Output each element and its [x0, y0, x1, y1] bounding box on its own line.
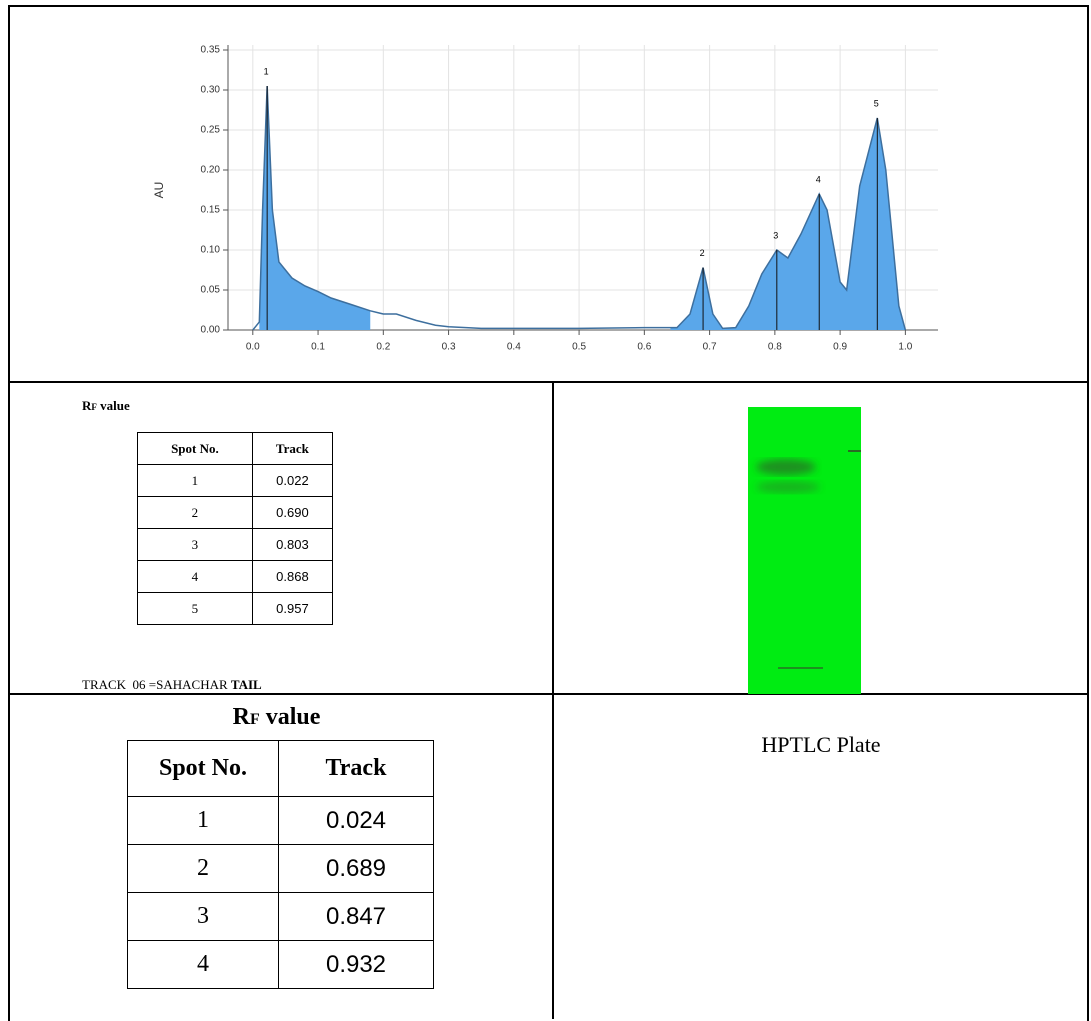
rf-table: Spot No. Track 1 0.024 2 0.689 3 0.847 4 0.93… — [127, 740, 434, 989]
peak-label: 2 — [700, 248, 705, 258]
cell: 4 — [137, 560, 253, 593]
peak-label: 5 — [874, 98, 879, 108]
x-tick-label: 0.4 — [507, 342, 521, 353]
cell: 5 — [137, 592, 253, 625]
header-cell: Spot No. — [137, 432, 253, 465]
x-tick-label: 0.0 — [246, 342, 260, 353]
cell: 0.024 — [278, 796, 434, 845]
track-note: TRACK 06 =SAHACHAR TAIL — [82, 677, 262, 693]
x-tick-label: 0.5 — [572, 342, 586, 353]
x-tick-label: 0.2 — [376, 342, 390, 353]
cell: 0.690 — [251, 496, 334, 529]
rule — [8, 693, 1089, 695]
cell: 0.868 — [251, 560, 334, 593]
caption: RF value — [0, 704, 553, 731]
note-bold: TAIL — [230, 677, 262, 692]
cell: 0.022 — [251, 464, 334, 497]
rf-table: Spot No. Track 1 0.022 2 0.690 3 0.803 4 0.86… — [137, 432, 334, 625]
peak-label: 4 — [816, 174, 821, 184]
caption-text: R — [82, 398, 92, 413]
cell: 0.957 — [251, 592, 334, 625]
cell: 0.689 — [278, 844, 434, 893]
chart: AU 0.000.050.100.150.200.250.300.350.0 0.… — [152, 45, 938, 353]
cell: 0.847 — [278, 892, 434, 941]
caption-sub: F — [249, 711, 260, 728]
y-tick-label: 0.00 — [201, 325, 221, 336]
header-cell: Track — [278, 740, 434, 797]
caption: RF value — [82, 398, 130, 414]
note-text: TRACK 06 =SAHACHAR — [82, 677, 231, 692]
cell: 3 — [137, 528, 253, 561]
rule — [552, 381, 554, 1019]
caption-text: value — [259, 704, 321, 730]
x-tick-label: 0.8 — [768, 342, 782, 353]
x-tick-label: 0.1 — [311, 342, 325, 353]
x-tick-label: 0.3 — [442, 342, 456, 353]
cell: 3 — [127, 892, 279, 941]
y-axis-label: AU — [152, 182, 166, 199]
plate-label: HPTLC Plate — [761, 732, 881, 757]
cell: 0.803 — [251, 528, 334, 561]
cell: 1 — [127, 796, 279, 845]
x-tick-label: 0.7 — [703, 342, 717, 353]
y-tick-label: 0.25 — [201, 125, 221, 136]
cell: 1 — [137, 464, 253, 497]
line — [252, 85, 907, 331]
y-tick-label: 0.10 — [201, 245, 221, 256]
peak-label: 1 — [264, 66, 269, 76]
outer-frame — [8, 5, 1089, 1021]
header-cell: Spot No. — [127, 740, 279, 797]
header-cell: Track — [251, 432, 334, 465]
area — [259, 86, 906, 330]
hptlc-plate-image — [748, 407, 861, 694]
y-tick-label: 0.30 — [201, 85, 221, 96]
peak-label: 3 — [773, 230, 778, 240]
y-tick-label: 0.20 — [201, 165, 221, 176]
rule — [8, 381, 1089, 383]
cell: 2 — [137, 496, 253, 529]
cell: 0.932 — [278, 940, 434, 989]
x-tick-label: 1.0 — [898, 342, 912, 353]
x-tick-label: 0.6 — [637, 342, 651, 353]
y-tick-label: 0.05 — [201, 285, 221, 296]
y-tick-label: 0.15 — [201, 205, 221, 216]
x-tick-label: 0.9 — [833, 342, 847, 353]
cell: 2 — [127, 844, 279, 893]
caption-text: value — [96, 398, 130, 413]
y-tick-label: 0.35 — [201, 45, 221, 56]
caption-text: R — [232, 704, 250, 730]
caption-sub: F — [91, 402, 97, 412]
cell: 4 — [127, 940, 279, 989]
